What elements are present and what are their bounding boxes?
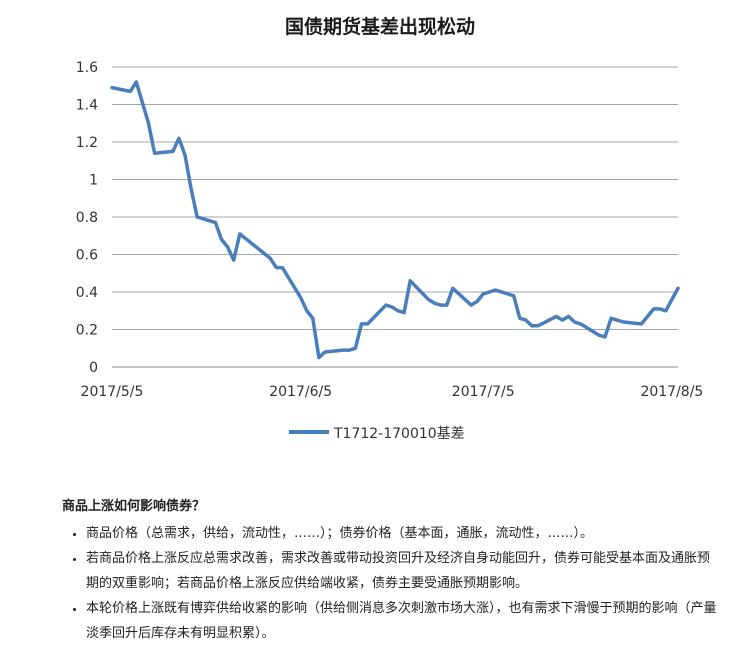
note-item-3: 本轮价格上涨既有博弈供给收紧的影响（供给侧消息多次刺激市场大涨），也有需求下滑慢… bbox=[86, 596, 722, 646]
y-tick-label: 0.4 bbox=[76, 285, 98, 301]
note-item-1: 商品价格（总需求，供给，流动性，……）；债券价格（基本面，通胀，流动性，……）。 bbox=[86, 521, 722, 546]
y-tick-label: 0.6 bbox=[76, 248, 98, 264]
x-axis-tick-labels: 2017/5/5 2017/6/5 2017/7/5 2017/8/5 bbox=[81, 384, 704, 400]
x-tick-label: 2017/6/5 bbox=[269, 384, 332, 400]
line-chart: 国债期货基差出现松动 0 0.2 0.4 0.6 0.8 1 1.2 1.4 1.6 2017/… bbox=[76, 15, 704, 442]
y-tick-label: 1.2 bbox=[76, 135, 98, 151]
y-tick-label: 0.2 bbox=[76, 323, 98, 339]
x-tick-label: 2017/7/5 bbox=[452, 384, 515, 400]
notes-heading: 商品上涨如何影响债券？ bbox=[62, 499, 206, 514]
y-tick-label: 0.8 bbox=[76, 210, 98, 226]
x-tick-label: 2017/8/5 bbox=[640, 384, 703, 400]
chart-title: 国债期货基差出现松动 bbox=[285, 15, 475, 38]
gridlines bbox=[112, 66, 678, 368]
legend: T1712-170010基差 bbox=[289, 425, 465, 442]
y-tick-label: 1.6 bbox=[76, 60, 98, 76]
x-tick-label: 2017/5/5 bbox=[81, 384, 144, 400]
series-lines bbox=[110, 80, 680, 360]
series-line bbox=[110, 80, 680, 360]
y-tick-label: 1 bbox=[89, 173, 98, 189]
notes-list: 商品价格（总需求，供给，流动性，……）；债券价格（基本面，通胀，流动性，……）。… bbox=[62, 521, 722, 646]
y-tick-label: 1.4 bbox=[76, 98, 98, 114]
y-axis-tick-labels: 0 0.2 0.4 0.6 0.8 1 1.2 1.4 1.6 bbox=[76, 60, 98, 376]
y-tick-label: 0 bbox=[89, 360, 98, 376]
note-item-2: 若商品价格上涨反应总需求改善，需求改善或带动投资回升及经济自身动能回升，债券可能… bbox=[86, 546, 722, 596]
legend-label: T1712-170010基差 bbox=[333, 425, 465, 442]
notes-section: 商品上涨如何影响债券？ 商品价格（总需求，供给，流动性，……）；债券价格（基本面… bbox=[62, 495, 722, 646]
